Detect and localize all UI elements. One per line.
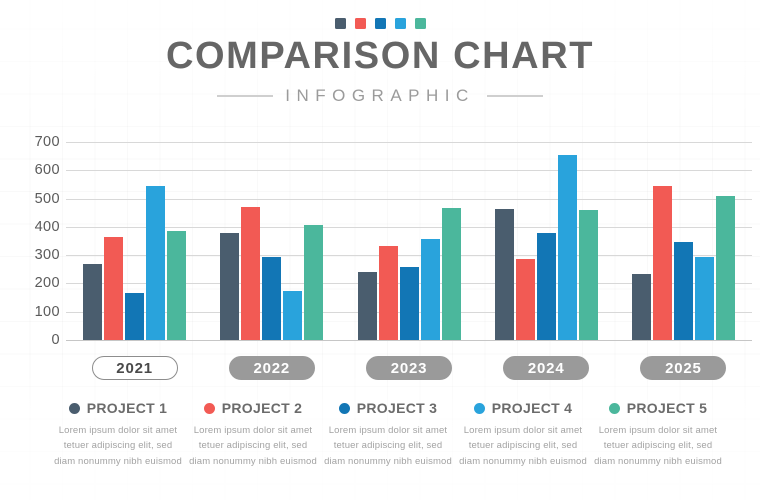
bar-group-2024 <box>494 142 598 340</box>
gridline <box>66 142 752 143</box>
legend-item-description: Lorem ipsum dolor sit amet tetuer adipis… <box>324 425 452 467</box>
bar[interactable] <box>304 225 324 340</box>
category-axis-labels: 2021 2022 2023 2024 2025 <box>66 356 752 382</box>
y-axis-tick-label: 600 <box>34 162 60 179</box>
legend-item-header: PROJECT 1 <box>52 400 184 416</box>
bar-group-2022 <box>220 142 324 340</box>
y-axis-tick-label: 500 <box>34 190 60 207</box>
legend-item-2[interactable]: PROJECT 2 Lorem ipsum dolor sit amet tetu… <box>187 400 319 469</box>
legend-dot-icon <box>473 402 485 414</box>
bar[interactable] <box>262 257 282 340</box>
bar[interactable] <box>652 185 672 340</box>
bars-layer <box>66 142 752 340</box>
page-subtitle: INFOGRAPHIC <box>285 85 475 105</box>
bar[interactable] <box>167 231 187 340</box>
y-axis-tick-label: 700 <box>34 134 60 150</box>
chart-baseline <box>66 340 752 341</box>
bar[interactable] <box>557 154 577 340</box>
legend-dot-icon <box>68 402 80 414</box>
year-pill-2022[interactable]: 2022 <box>228 356 315 380</box>
bar[interactable] <box>694 257 714 340</box>
chart-plot-area: 0 100 200 300 400 500 600 700 <box>0 134 760 357</box>
bar[interactable] <box>283 291 303 340</box>
gridline <box>66 198 752 200</box>
legend-dot-icon <box>338 402 350 414</box>
bar-group-2025 <box>631 142 735 340</box>
color-swatch-2 <box>354 18 366 29</box>
legend-item-description: Lorem ipsum dolor sit amet tetuer adipis… <box>54 425 182 467</box>
legend-item-label: PROJECT 3 <box>356 400 438 416</box>
subtitle-rule-left <box>217 94 274 97</box>
y-axis-tick-label: 300 <box>34 247 60 264</box>
color-swatch-5 <box>414 18 426 29</box>
bar[interactable] <box>515 259 535 340</box>
y-axis: 0 100 200 300 400 500 600 700 <box>12 134 60 348</box>
bar[interactable] <box>494 209 514 340</box>
legend-item-label: PROJECT 4 <box>491 400 573 416</box>
legend-item-1[interactable]: PROJECT 1 Lorem ipsum dolor sit amet tetu… <box>52 400 184 469</box>
legend-item-header: PROJECT 5 <box>592 400 724 416</box>
bar[interactable] <box>536 232 556 340</box>
page-title: COMPARISON CHART <box>165 35 595 77</box>
color-swatch-row <box>0 18 760 29</box>
bar[interactable] <box>83 263 103 340</box>
bar[interactable] <box>441 207 461 340</box>
legend-dot-icon <box>203 402 215 414</box>
bar[interactable] <box>420 239 440 340</box>
chart-legend: PROJECT 1 Lorem ipsum dolor sit amet tetu… <box>52 400 724 469</box>
bar[interactable] <box>399 267 419 340</box>
y-axis-tick-label: 400 <box>34 218 60 235</box>
bar[interactable] <box>631 274 651 340</box>
legend-item-label: PROJECT 1 <box>86 400 168 416</box>
year-pill-2021[interactable]: 2021 <box>91 356 178 380</box>
legend-item-description: Lorem ipsum dolor sit amet tetuer adipis… <box>594 425 722 467</box>
bar[interactable] <box>146 185 166 340</box>
header: COMPARISON CHART INFOGRAPHIC <box>0 18 760 106</box>
bar[interactable] <box>241 207 261 340</box>
legend-item-header: PROJECT 3 <box>322 400 454 416</box>
legend-item-label: PROJECT 2 <box>221 400 303 416</box>
year-pill-2024[interactable]: 2024 <box>503 356 590 380</box>
legend-item-description: Lorem ipsum dolor sit amet tetuer adipis… <box>459 425 587 467</box>
bar[interactable] <box>578 209 598 340</box>
bar[interactable] <box>378 245 398 340</box>
legend-item-label: PROJECT 5 <box>626 400 708 416</box>
legend-item-5[interactable]: PROJECT 5 Lorem ipsum dolor sit amet tetu… <box>592 400 724 469</box>
bar[interactable] <box>357 272 377 340</box>
subtitle-rule-right <box>486 94 543 97</box>
color-swatch-4 <box>394 18 406 29</box>
bar-group-2023 <box>357 142 461 340</box>
y-axis-tick-label: 100 <box>34 303 60 320</box>
y-axis-tick-label: 200 <box>34 275 60 292</box>
legend-item-header: PROJECT 4 <box>457 400 589 416</box>
year-pill-2023[interactable]: 2023 <box>366 356 452 380</box>
gridline <box>66 170 752 172</box>
color-swatch-1 <box>334 18 346 29</box>
legend-dot-icon <box>608 402 620 414</box>
gridline <box>66 255 752 257</box>
bar[interactable] <box>104 236 124 340</box>
y-axis-tick-label: 0 <box>51 332 60 348</box>
bar[interactable] <box>125 293 145 340</box>
bar-group-2021 <box>83 142 187 340</box>
bar[interactable] <box>220 233 240 340</box>
legend-item-header: PROJECT 2 <box>187 400 319 416</box>
subtitle-row: INFOGRAPHIC <box>0 86 760 106</box>
legend-item-3[interactable]: PROJECT 3 Lorem ipsum dolor sit amet tetu… <box>322 400 454 469</box>
year-pill-2025[interactable]: 2025 <box>640 356 727 380</box>
bar[interactable] <box>673 241 693 340</box>
color-swatch-3 <box>374 18 386 29</box>
gridline <box>66 226 752 228</box>
legend-item-description: Lorem ipsum dolor sit amet tetuer adipis… <box>189 425 317 467</box>
legend-item-4[interactable]: PROJECT 4 Lorem ipsum dolor sit amet tetu… <box>457 400 589 469</box>
bar[interactable] <box>715 196 735 340</box>
